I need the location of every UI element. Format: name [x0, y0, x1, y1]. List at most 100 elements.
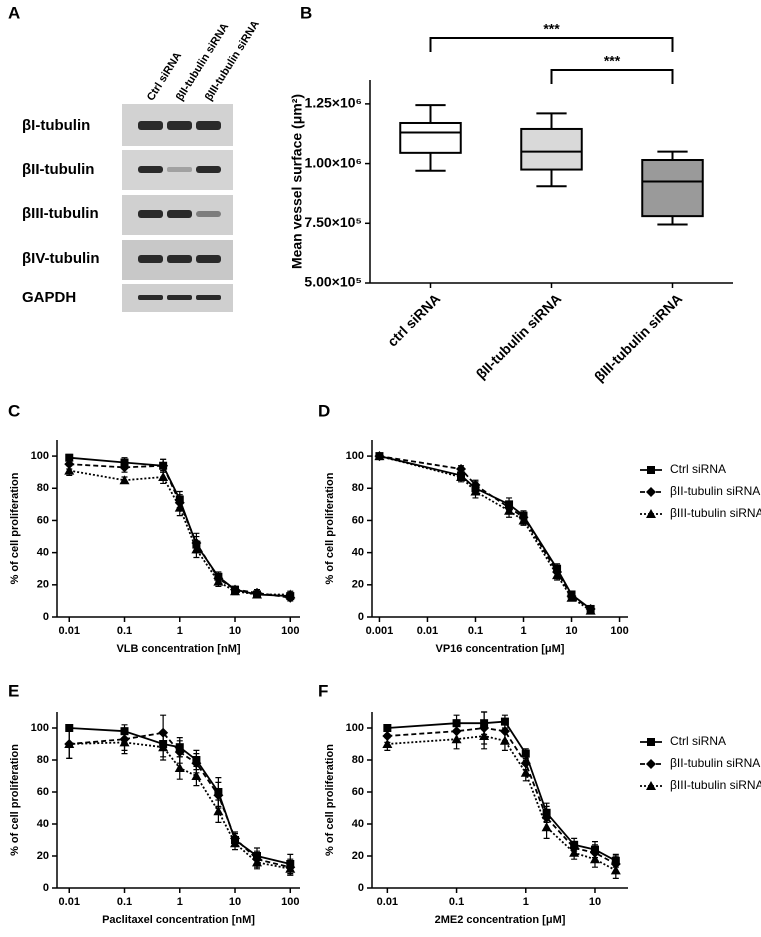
marker [382, 739, 393, 748]
series-line [379, 455, 592, 612]
marker [451, 734, 462, 744]
band [138, 166, 163, 173]
band [167, 121, 192, 130]
marker [518, 515, 529, 525]
y-tick-label: 20 [37, 579, 49, 591]
marker [213, 806, 224, 816]
series-line [379, 455, 592, 610]
x-axis-label: 2ME2 concentration [μM] [435, 914, 566, 926]
box [641, 159, 704, 218]
marker [119, 475, 130, 485]
band [196, 121, 221, 130]
marker [504, 505, 515, 515]
x-tick-label: 10 [229, 896, 241, 908]
box [399, 121, 462, 154]
marker [499, 735, 510, 745]
marker [174, 763, 185, 772]
y-tick-label: 1.00×10⁶ [305, 154, 362, 170]
x-tick-label: 0.1 [449, 896, 464, 908]
y-tick-label: 60 [37, 514, 49, 526]
y-tick-label: 80 [352, 482, 364, 494]
box [520, 127, 583, 171]
x-axis-label: Paclitaxel concentration [nM] [102, 914, 255, 926]
y-axis-label: % of cell proliferation [324, 472, 336, 584]
marker [585, 605, 596, 615]
marker [64, 465, 75, 475]
band [196, 211, 221, 217]
marker [191, 544, 202, 554]
marker [119, 737, 130, 747]
x-tick-label: 100 [281, 896, 299, 908]
significance-bracket [429, 37, 674, 52]
legend-label: Ctrl siRNA [670, 734, 726, 748]
x-tick-label: 10 [229, 625, 241, 637]
marker [252, 589, 263, 599]
x-tick-label: 10 [589, 896, 601, 908]
marker [191, 771, 202, 780]
band [138, 295, 163, 300]
marker [520, 767, 531, 777]
row-label: βI-tubulin [22, 117, 90, 134]
marker [230, 838, 241, 848]
y-tick-label: 0 [43, 611, 49, 623]
marker [521, 749, 530, 758]
y-tick-label: 0 [358, 611, 364, 623]
marker [158, 727, 169, 738]
x-tick-label: 0.01 [59, 625, 80, 637]
marker [213, 576, 224, 586]
x-tick-label: 0.1 [117, 896, 132, 908]
band [167, 167, 192, 172]
panel-letter: A [8, 3, 20, 22]
legend-marker [647, 738, 655, 746]
y-tick-label: 100 [31, 450, 49, 462]
y-tick-label: 0 [43, 882, 49, 894]
marker [456, 472, 467, 482]
marker [213, 790, 224, 801]
x-axis-label: VLB concentration [nM] [116, 643, 240, 655]
row-label: βII-tubulin [22, 161, 94, 178]
marker [252, 857, 263, 867]
y-tick-label: 5.00×10⁵ [304, 274, 362, 290]
marker [541, 822, 552, 832]
marker [230, 586, 241, 596]
marker [158, 472, 169, 482]
y-tick-label: 80 [37, 482, 49, 494]
y-axis-label: % of cell proliferation [9, 744, 21, 856]
legend-label: βIII-tubulin siRNA [670, 506, 761, 520]
y-tick-label: 100 [346, 722, 364, 734]
bands [138, 121, 221, 300]
series-line [69, 741, 291, 870]
x-tick-label: 0.001 [366, 625, 394, 637]
y-tick-label: 40 [37, 818, 49, 830]
marker [374, 451, 385, 461]
y-tick-label: 20 [37, 850, 49, 862]
x-axis-label: VP16 concentration [μM] [436, 643, 565, 655]
x-tick-label: 0.01 [417, 625, 438, 637]
band [167, 295, 192, 300]
y-axis-label: % of cell proliferation [9, 472, 21, 584]
x-tick-label: 0.1 [117, 625, 132, 637]
panel-letter: E [8, 681, 19, 700]
y-tick-label: 40 [352, 547, 364, 559]
marker [456, 463, 467, 474]
row-label: GAPDH [22, 289, 76, 306]
y-tick-label: 40 [37, 547, 49, 559]
y-tick-label: 40 [352, 818, 364, 830]
significance-label: *** [543, 21, 560, 37]
y-tick-label: 60 [352, 786, 364, 798]
x-tick-label: 0.01 [59, 896, 80, 908]
y-tick-label: 60 [37, 786, 49, 798]
legend-label: βII-tubulin siRNA [670, 484, 760, 498]
legend-label: βII-tubulin siRNA [670, 756, 760, 770]
marker [470, 486, 481, 496]
y-tick-label: 100 [346, 450, 364, 462]
y-tick-label: 0 [358, 882, 364, 894]
x-tick-label: 100 [281, 625, 299, 637]
marker [174, 502, 185, 512]
marker [65, 453, 74, 462]
marker [285, 589, 296, 599]
marker [191, 758, 202, 769]
legend-marker [646, 759, 656, 769]
legend-marker [646, 509, 656, 518]
